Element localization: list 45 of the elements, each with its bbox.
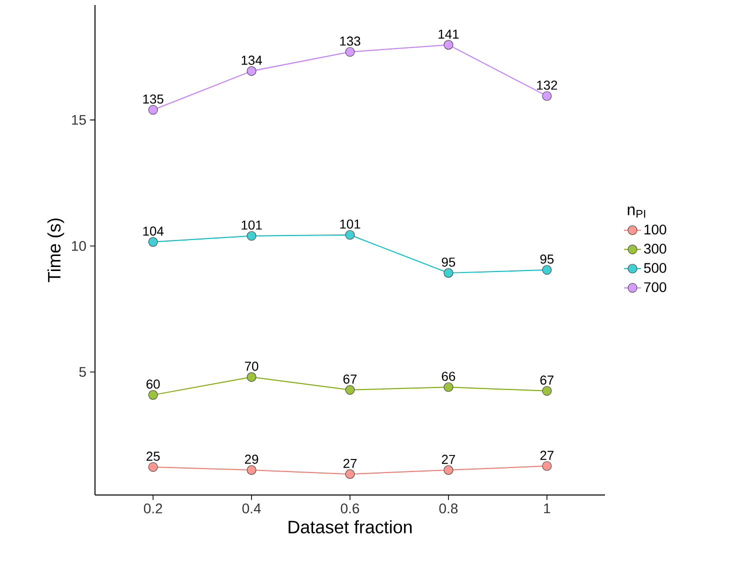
point: [246, 465, 256, 475]
legend-label: 300: [644, 244, 666, 254]
annotation: 70: [245, 362, 258, 371]
annotation: 29: [245, 454, 258, 464]
annotation: 67: [343, 374, 357, 384]
point: [148, 462, 158, 472]
y-tick-label: 15: [72, 115, 86, 125]
annotation: 95: [540, 254, 554, 264]
annotation: 27: [442, 454, 456, 464]
annotation: 60: [146, 380, 160, 389]
point: [148, 105, 158, 115]
x-tick-label: 0.6: [340, 504, 360, 514]
annotation: 104: [143, 226, 164, 236]
point: [444, 40, 454, 50]
x-tick-label: 0.8: [439, 504, 458, 514]
annotation: 66: [442, 372, 456, 381]
y-axis-title: Time (s): [47, 218, 64, 282]
legend-label: 500: [644, 263, 666, 273]
legend-title: n$_{PI}$: [628, 206, 646, 218]
point: [542, 461, 552, 471]
x-tick-label: 1: [544, 504, 550, 514]
y-tick-label: 5: [79, 367, 86, 377]
point: [542, 91, 552, 101]
annotation: 141: [438, 30, 459, 39]
annotation: 27: [540, 450, 554, 460]
x-axis-title: Dataset fraction: [288, 520, 412, 534]
y-tick-label: 10: [72, 241, 86, 251]
annotation: 134: [242, 56, 262, 65]
annotation: 133: [340, 36, 360, 46]
point: [345, 469, 355, 479]
annotation: 67: [540, 376, 554, 385]
point: [345, 47, 355, 57]
annotation: 135: [143, 94, 164, 104]
annotation: 101: [340, 220, 360, 229]
legend-label: 100: [644, 224, 666, 234]
annotation: 27: [343, 458, 357, 468]
legend-label: 700: [644, 282, 666, 292]
x-tick-label: 0.4: [242, 504, 261, 514]
point: [246, 66, 256, 76]
annotation: 25: [146, 452, 160, 461]
x-tick-label: 0.2: [144, 504, 162, 514]
annotation: 95: [442, 258, 456, 267]
annotation: 101: [242, 220, 262, 230]
point: [444, 465, 454, 475]
annotation: 132: [537, 80, 558, 90]
